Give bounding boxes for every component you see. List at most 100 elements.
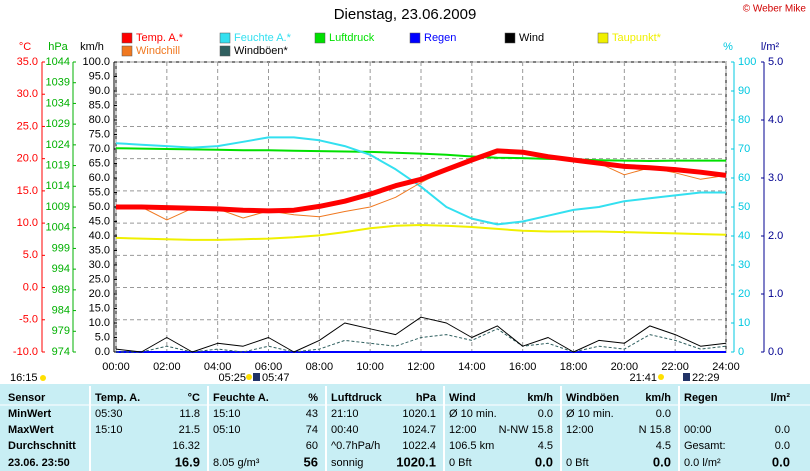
y-tick-label: 1024 — [46, 139, 70, 151]
data-table: Sensor Temp. A. °C Feuchte A.% Luftdruck hPa W… — [0, 386, 810, 471]
table-cell: 4.5 — [656, 440, 671, 452]
table-cell: 0.0 — [538, 408, 553, 420]
series-line — [115, 136, 726, 226]
x-tick-label: 08:00 — [306, 361, 334, 373]
y-tick-label: 20 — [738, 288, 750, 300]
table-cell: 8.05 g/m³ — [213, 457, 260, 469]
sun-icon — [40, 375, 46, 381]
table-header: Wind — [449, 392, 476, 404]
y-tick-label: 0.0 — [768, 346, 783, 358]
legend-swatch — [314, 32, 326, 44]
sun-moon-time: 21:41 — [629, 372, 657, 384]
y-tick-label: 85.0 — [89, 99, 110, 111]
table-cell: Ø 10 min. — [566, 408, 614, 420]
table-cell: Ø 10 min. — [449, 408, 497, 420]
y-tick-label: 1034 — [46, 97, 70, 109]
y-tick-label: 984 — [52, 304, 70, 316]
table-header: l/m² — [770, 392, 790, 404]
table-cell: 16.32 — [172, 440, 200, 452]
y-tick-label: -5.0 — [19, 314, 38, 326]
chart-title: Dienstag, 23.06.2009 — [334, 6, 477, 23]
legend-label: Taupunkt* — [612, 32, 662, 44]
table-cell: N 15.8 — [639, 424, 671, 436]
y-tick-label: 30 — [738, 259, 750, 271]
table-cell: 11.8 — [179, 408, 200, 420]
table-cell: 12:00 — [449, 424, 477, 436]
x-tick-label: 02:00 — [153, 361, 181, 373]
y-tick-label: 3.0 — [768, 172, 783, 184]
legend-label: Luftdruck — [329, 32, 375, 44]
y-tick-label: 25.0 — [17, 120, 38, 132]
y-tick-label: 0.0 — [23, 281, 38, 293]
legend-swatch — [504, 32, 516, 44]
legend-label: Windböen* — [234, 45, 289, 57]
y-tick-label: 20.0 — [17, 153, 38, 165]
legend-label: Regen — [424, 32, 456, 44]
moon-icon — [683, 373, 690, 381]
y-tick-label: 50.0 — [89, 201, 110, 213]
axis-unit: % — [723, 41, 733, 53]
y-tick-label: 989 — [52, 284, 70, 296]
table-cell: 15:10 — [213, 408, 241, 420]
y-tick-label: 10 — [738, 317, 750, 329]
legend-label: Feuchte A.* — [234, 32, 292, 44]
legend-swatch — [121, 45, 133, 57]
y-tick-label: 1.0 — [768, 288, 783, 300]
legend-swatch — [219, 45, 231, 57]
table-cell: 21:10 — [331, 408, 359, 420]
series-line — [115, 316, 727, 353]
axis-unit: hPa — [48, 41, 68, 53]
table-cell: 56 — [304, 454, 318, 469]
moon-icon — [253, 373, 260, 381]
table-background — [0, 384, 810, 471]
table-cell: 21.5 — [179, 424, 200, 436]
table-header: Luftdruck — [331, 392, 383, 404]
table-cell: 23.06. 23:50 — [8, 457, 70, 469]
y-tick-label: 55.0 — [89, 186, 110, 198]
y-tick-label: 20.0 — [89, 288, 110, 300]
y-tick-label: 60 — [738, 172, 750, 184]
y-tick-label: 1019 — [46, 159, 70, 171]
x-tick-label: 12:00 — [407, 361, 435, 373]
table-cell: 4.5 — [538, 440, 553, 452]
x-tick-label: 04:00 — [204, 361, 232, 373]
series-line — [116, 148, 727, 214]
table-cell: 0 Bft — [449, 457, 472, 469]
table-cell: 0.0 — [772, 454, 790, 469]
x-tick-label: 22:00 — [661, 361, 689, 373]
legend-label: Temp. A.* — [136, 32, 184, 44]
table-cell: 0.0 — [653, 454, 671, 469]
sun-moon-time: 05:25 — [218, 372, 246, 384]
y-tick-label: 100.0 — [82, 56, 110, 68]
y-tick-label: 30.0 — [17, 88, 38, 100]
x-tick-label: 06:00 — [255, 361, 283, 373]
table-header: km/h — [645, 392, 671, 404]
table-cell: Durchschnitt — [8, 440, 76, 452]
y-tick-label: 50 — [738, 201, 750, 213]
table-header: % — [308, 392, 318, 404]
y-tick-label: 15.0 — [17, 185, 38, 197]
y-tick-label: 45.0 — [89, 215, 110, 227]
y-tick-label: 80.0 — [89, 114, 110, 126]
table-header: km/h — [527, 392, 553, 404]
x-tick-label: 00:00 — [102, 361, 130, 373]
y-tick-label: 10.0 — [17, 217, 38, 229]
y-tick-label: 40 — [738, 230, 750, 242]
table-cell: N-NW 15.8 — [499, 424, 553, 436]
table-cell: ^0.7hPa/h — [331, 440, 380, 452]
table-cell: 0.0 — [775, 424, 790, 436]
y-tick-label: 70.0 — [89, 143, 110, 155]
legend-label: Wind — [519, 32, 544, 44]
legend-swatch — [409, 32, 421, 44]
table-cell: 1020.1 — [402, 408, 436, 420]
axis-unit: °C — [19, 41, 31, 53]
y-tick-label: 979 — [52, 325, 70, 337]
series-line — [115, 224, 727, 241]
x-tick-label: 14:00 — [458, 361, 486, 373]
x-tick-label: 20:00 — [611, 361, 639, 373]
y-tick-label: 40.0 — [89, 230, 110, 242]
x-tick-label: 18:00 — [560, 361, 588, 373]
y-tick-label: 65.0 — [89, 157, 110, 169]
table-cell: 0.0 — [535, 454, 553, 469]
